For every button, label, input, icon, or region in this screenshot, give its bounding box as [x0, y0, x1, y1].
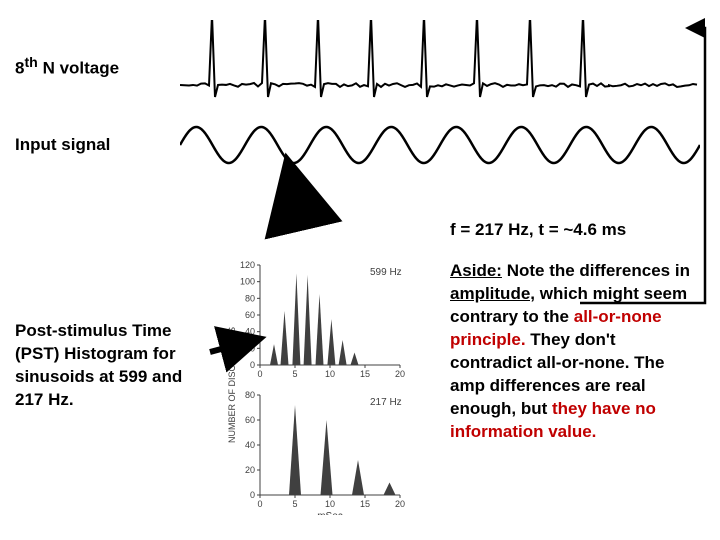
svg-text:0: 0: [250, 490, 255, 500]
svg-text:0: 0: [257, 499, 262, 509]
svg-text:15: 15: [360, 499, 370, 509]
svg-text:20: 20: [245, 343, 255, 353]
svg-text:80: 80: [245, 293, 255, 303]
svg-text:20: 20: [395, 369, 405, 379]
svg-text:20: 20: [245, 465, 255, 475]
svg-text:NUMBER OF DISCHARGES: NUMBER OF DISCHARGES: [227, 327, 237, 443]
svg-text:0: 0: [257, 369, 262, 379]
svg-text:0: 0: [250, 360, 255, 370]
svg-text:mSec: mSec: [317, 511, 343, 515]
svg-text:60: 60: [245, 415, 255, 425]
svg-text:10: 10: [325, 499, 335, 509]
svg-text:5: 5: [292, 369, 297, 379]
svg-text:120: 120: [240, 260, 255, 270]
svg-text:100: 100: [240, 277, 255, 287]
input-signal-label: Input signal: [15, 135, 110, 155]
svg-text:5: 5: [292, 499, 297, 509]
input-sine: [180, 120, 700, 170]
svg-text:599 Hz: 599 Hz: [370, 267, 402, 278]
freq-annotation: f = 217 Hz, t = ~4.6 ms: [450, 220, 626, 240]
svg-text:20: 20: [395, 499, 405, 509]
svg-text:60: 60: [245, 310, 255, 320]
svg-text:80: 80: [245, 390, 255, 400]
nerve-waveform: [180, 20, 700, 110]
svg-text:10: 10: [325, 369, 335, 379]
pst-histograms: 0 20 40 60 80 100 120 0 5 10 15 20 599 Hz 0 20 40 60 80 0 5…: [225, 255, 415, 515]
aside-text: Aside: Note the differences in amplitude…: [450, 260, 700, 444]
svg-text:15: 15: [360, 369, 370, 379]
nerve-voltage-label: 8th N voltage: [15, 55, 119, 79]
svg-text:40: 40: [245, 440, 255, 450]
pst-caption: Post-stimulus Time (PST) Histogram for s…: [15, 320, 215, 412]
svg-text:40: 40: [245, 327, 255, 337]
svg-text:217 Hz: 217 Hz: [370, 397, 402, 408]
